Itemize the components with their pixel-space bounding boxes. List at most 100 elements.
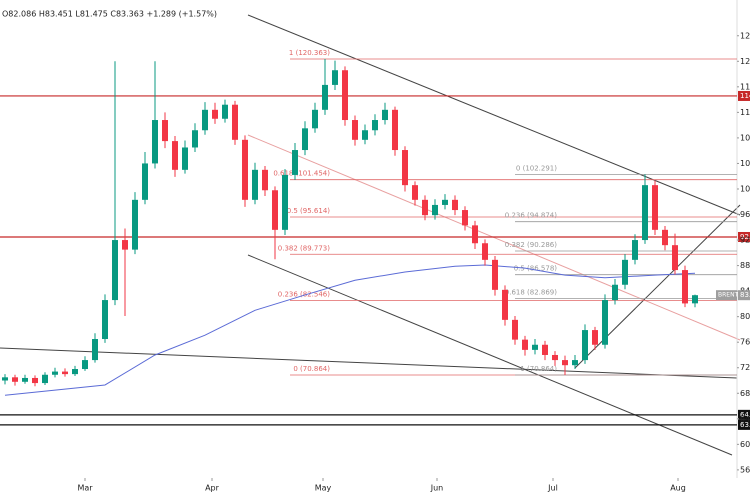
symbol-tag: [716, 290, 737, 301]
candle-body: [412, 185, 418, 200]
y-tick-label: 68: [740, 389, 750, 398]
candle-body: [462, 210, 468, 226]
candle-body: [252, 169, 258, 200]
fib-label: 0.5 (95.614): [287, 207, 331, 215]
candle-body: [612, 284, 618, 301]
candle-body: [622, 259, 628, 285]
level-label: 64.62: [740, 411, 750, 419]
y-tick-label: 88: [740, 261, 750, 270]
candle-body: [172, 141, 178, 170]
candle-body: [532, 344, 538, 350]
candle-body: [592, 330, 598, 345]
candle-body: [232, 104, 238, 140]
trendline: [247, 14, 741, 216]
x-tick-label: Jul: [547, 484, 558, 493]
level-tag: [738, 409, 750, 420]
level-tag: [738, 90, 750, 101]
candle-body: [52, 371, 58, 375]
candle-body: [92, 339, 98, 361]
y-tick-label: 124: [740, 31, 750, 40]
candle-body: [2, 377, 8, 381]
fib-label: 0.618 (82.869): [505, 288, 557, 296]
candle-body: [422, 199, 428, 216]
candle-body: [362, 130, 368, 140]
level-label: 63.05: [740, 421, 750, 429]
candle-body: [282, 174, 288, 230]
candle-body: [472, 225, 478, 244]
candle-body: [72, 369, 78, 375]
candle-body: [192, 130, 198, 148]
candle-body: [602, 300, 608, 345]
x-tick-label: Aug: [670, 484, 686, 493]
level-tag: [738, 419, 750, 430]
candle-body: [332, 70, 338, 85]
candle-body: [152, 120, 158, 164]
fib-label: 1 (120.363): [289, 49, 330, 57]
fib-label: 0 (102.291): [516, 164, 557, 172]
fib-label: 0.382 (90.286): [505, 241, 557, 249]
candle-body: [292, 150, 298, 175]
candle-body: [692, 295, 698, 304]
y-tick-label: 100: [740, 184, 750, 193]
candle-body: [82, 360, 88, 370]
candle-body: [242, 139, 248, 200]
x-tick-label: May: [315, 484, 332, 493]
candle-body: [642, 185, 648, 241]
candle-body: [22, 377, 28, 382]
candle-body: [652, 185, 658, 230]
fib-label: 0.5 (86.578): [514, 265, 558, 273]
candle-body: [492, 259, 498, 290]
y-tick-label: 76: [740, 338, 750, 347]
candle-body: [372, 120, 378, 131]
candle-body: [402, 150, 408, 186]
candle-body: [302, 128, 308, 151]
candle-body: [42, 374, 48, 384]
fib-label: 0.618 (101.454): [273, 170, 330, 178]
candle-body: [572, 360, 578, 366]
fib-label: 0.236 (94.874): [505, 212, 557, 220]
candle-body: [552, 354, 558, 361]
candle-body: [682, 270, 688, 304]
candle-body: [32, 377, 38, 384]
y-tick-label: 104: [740, 159, 750, 168]
ohlc-header: O82.086 H83.451 L81.475 C83.363 +1.289 (…: [2, 10, 217, 19]
fib-label: 1 (70.864): [520, 365, 557, 373]
candle-body: [202, 109, 208, 131]
y-tick-label: 64: [740, 414, 750, 423]
fib-label: 0.236 (82.546): [278, 290, 330, 298]
y-tick-label: 120: [740, 57, 750, 66]
candle-body: [132, 199, 138, 250]
level-label: 92.48: [740, 233, 750, 241]
candle-body: [272, 190, 278, 230]
candle-body: [142, 163, 148, 200]
symbol-label: BRENT: [718, 292, 739, 299]
x-tick-label: Mar: [77, 484, 93, 493]
candle-body: [562, 360, 568, 366]
candle-body: [62, 371, 68, 375]
candle-body: [662, 229, 668, 246]
last-price-label: 83.363: [740, 291, 750, 299]
trendline: [0, 347, 738, 379]
y-tick-label: 60: [740, 440, 750, 449]
y-tick-label: 116: [740, 82, 750, 91]
candle-body: [352, 120, 358, 140]
candle-body: [392, 109, 398, 151]
y-tick-label: 72: [740, 363, 750, 372]
candle-body: [482, 243, 488, 260]
candle-body: [102, 300, 108, 340]
candle-body: [262, 169, 268, 191]
candle-body: [382, 109, 388, 121]
y-tick-label: 96: [740, 210, 750, 219]
y-tick-label: 108: [740, 133, 750, 142]
candle-body: [342, 70, 348, 121]
candle-body: [502, 289, 508, 320]
candle-body: [212, 109, 218, 119]
candle-body: [12, 377, 18, 382]
candle-body: [162, 120, 168, 142]
y-tick-label: 80: [740, 312, 750, 321]
fib-label: 0.382 (89.773): [278, 244, 330, 252]
candle-body: [182, 147, 188, 170]
candle-body: [432, 204, 438, 216]
x-tick-label: Jun: [430, 484, 444, 493]
